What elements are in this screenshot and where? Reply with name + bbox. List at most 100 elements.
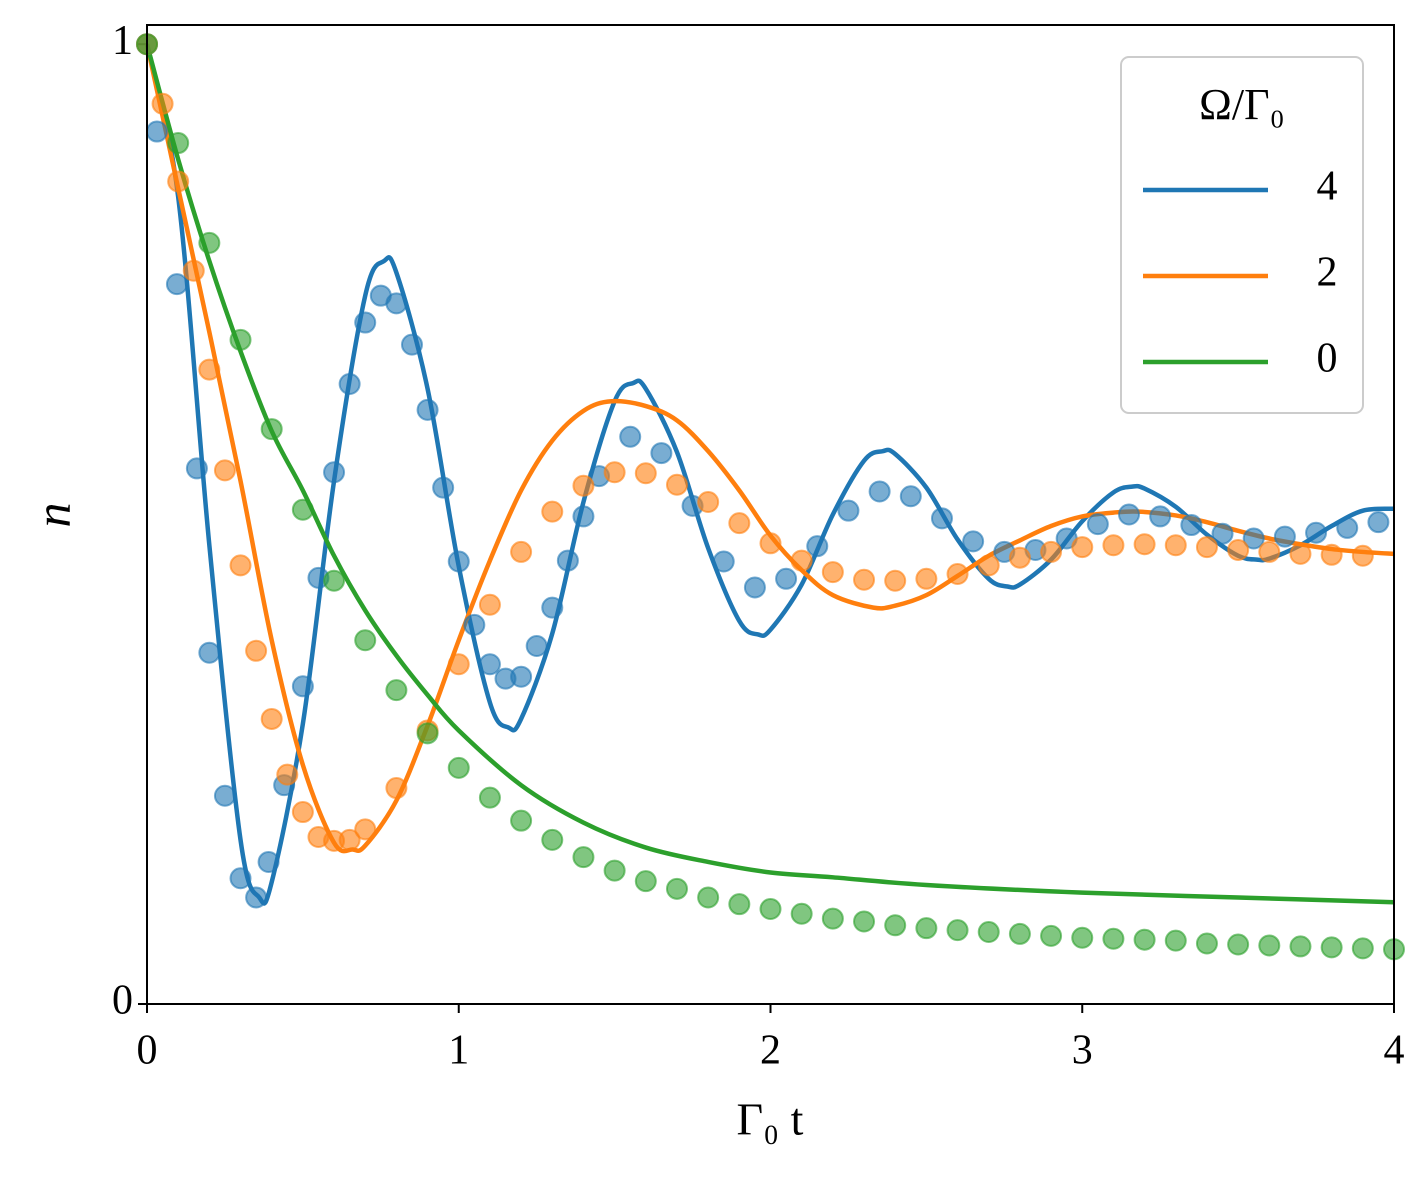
marker xyxy=(728,893,751,916)
marker xyxy=(145,120,168,143)
marker xyxy=(291,801,314,824)
marker xyxy=(541,500,564,523)
x-tick-label: 4 xyxy=(1384,1028,1405,1074)
marker xyxy=(603,859,626,882)
marker xyxy=(712,550,735,573)
marker xyxy=(385,679,408,702)
line xyxy=(144,43,1395,906)
marker xyxy=(478,786,501,809)
marker xyxy=(1118,503,1141,526)
marker xyxy=(572,846,595,869)
marker xyxy=(915,567,938,590)
marker xyxy=(821,907,844,930)
marker xyxy=(946,919,969,942)
marker xyxy=(1102,534,1125,557)
marker xyxy=(743,576,766,599)
marker xyxy=(1227,933,1250,956)
marker xyxy=(572,505,595,528)
marker xyxy=(1086,513,1109,536)
y-axis-label: n xyxy=(24,503,80,528)
marker xyxy=(354,818,377,841)
marker xyxy=(229,867,252,890)
plot-frame xyxy=(146,24,1395,1005)
line xyxy=(144,43,1395,905)
marker xyxy=(323,461,346,484)
marker xyxy=(697,886,720,909)
marker xyxy=(650,442,673,465)
marker xyxy=(276,763,299,786)
marker xyxy=(728,512,751,535)
marker xyxy=(416,722,439,745)
marker xyxy=(1258,540,1281,563)
marker xyxy=(447,550,470,573)
marker xyxy=(946,563,969,586)
marker xyxy=(510,665,533,688)
marker xyxy=(806,535,829,558)
marker xyxy=(868,480,891,503)
marker xyxy=(1242,527,1265,550)
marker xyxy=(213,459,236,482)
marker xyxy=(1320,543,1343,566)
marker xyxy=(1149,505,1172,528)
marker xyxy=(962,530,985,553)
legend-box xyxy=(1120,56,1364,414)
marker xyxy=(572,474,595,497)
marker xyxy=(790,549,813,572)
marker xyxy=(697,491,720,514)
marker xyxy=(899,485,922,508)
marker xyxy=(1195,536,1218,559)
y-tick-label: 1 xyxy=(112,18,133,64)
marker xyxy=(165,273,188,296)
marker xyxy=(1195,932,1218,955)
marker xyxy=(1351,544,1374,567)
marker xyxy=(323,569,346,592)
marker xyxy=(1367,511,1390,534)
marker xyxy=(229,328,252,351)
marker xyxy=(167,132,190,155)
marker xyxy=(198,358,221,381)
marker xyxy=(510,809,533,832)
x-tick-label: 3 xyxy=(1072,1028,1093,1074)
marker xyxy=(1180,514,1203,537)
marker xyxy=(619,425,642,448)
marker xyxy=(1008,922,1031,945)
marker xyxy=(198,641,221,664)
marker xyxy=(338,372,361,395)
marker xyxy=(478,653,501,676)
legend-label: 2 xyxy=(1317,250,1338,296)
marker xyxy=(1289,542,1312,565)
marker xyxy=(790,902,813,925)
marker xyxy=(1102,927,1125,950)
marker xyxy=(385,292,408,315)
marker xyxy=(338,828,361,851)
y-tick-label: 0 xyxy=(112,978,133,1024)
marker xyxy=(354,629,377,652)
marker xyxy=(1164,534,1187,557)
x-tick-label: 1 xyxy=(448,1028,469,1074)
marker xyxy=(556,549,579,572)
marker xyxy=(151,92,174,115)
marker xyxy=(665,877,688,900)
marker xyxy=(447,653,470,676)
marker xyxy=(1289,935,1312,958)
marker xyxy=(291,498,314,521)
marker xyxy=(634,462,657,485)
marker xyxy=(603,461,626,484)
marker xyxy=(1273,525,1296,548)
marker xyxy=(400,333,423,356)
marker xyxy=(260,707,283,730)
marker xyxy=(257,850,280,873)
marker xyxy=(167,170,190,193)
legend-label: 0 xyxy=(1317,336,1338,382)
marker xyxy=(291,675,314,698)
marker xyxy=(821,561,844,584)
marker xyxy=(775,567,798,590)
marker xyxy=(245,639,268,662)
marker xyxy=(915,917,938,940)
marker xyxy=(510,540,533,563)
marker xyxy=(354,311,377,334)
marker xyxy=(884,569,907,592)
marker xyxy=(1305,521,1328,544)
marker xyxy=(1164,929,1187,952)
marker xyxy=(541,828,564,851)
